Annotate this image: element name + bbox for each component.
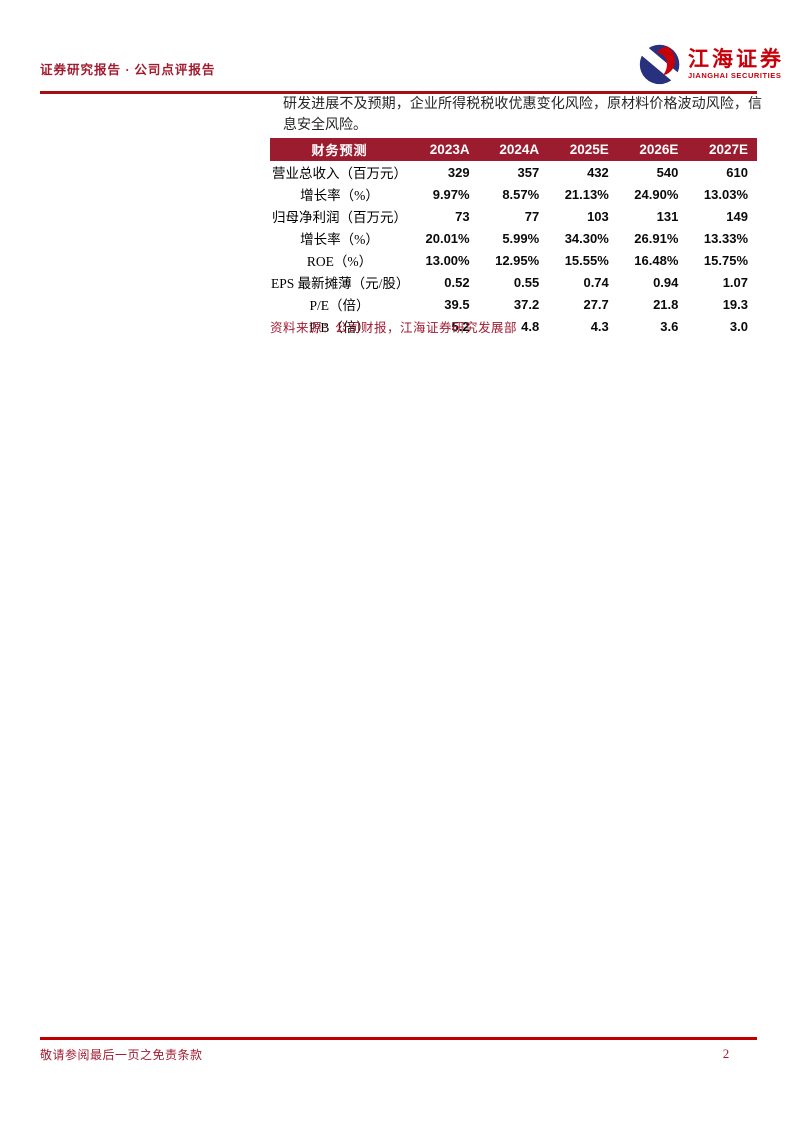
row-label: P/E（倍） <box>309 298 370 313</box>
header-divider-rule <box>40 91 757 94</box>
table-row-revenue-growth: 增长率（%） 9.97% 8.57% 21.13% 24.90% 13.03% <box>270 183 757 205</box>
cell-value: 3.6 <box>660 318 679 334</box>
col-header-2025e: 2025E <box>548 138 618 161</box>
cell-value: 5.99% <box>502 230 540 246</box>
cell-value: 0.55 <box>513 274 540 290</box>
col-header-2026e: 2026E <box>617 138 688 161</box>
row-label: 归母净利润（百万元） <box>272 210 407 225</box>
jianghai-logo-icon <box>630 38 691 92</box>
row-label: P/B（倍） <box>309 320 370 335</box>
cell-value: 5.2 <box>451 318 470 334</box>
cell-value: 0.74 <box>583 274 609 290</box>
logo-name-cn: 江海证券 <box>688 47 784 71</box>
cell-value: 0.94 <box>653 274 679 290</box>
cell-value: 3.0 <box>729 318 748 334</box>
cell-value: 16.48% <box>634 252 679 268</box>
col-header-2023a: 2023A <box>409 138 479 161</box>
cell-value: 27.7 <box>583 296 609 312</box>
cell-value: 15.75% <box>703 252 748 268</box>
jianghai-logo: 江海证券 JIANGHAI SECURITIES <box>630 38 784 92</box>
table-row-roe: ROE（%） 13.00% 12.95% 15.55% 16.48% 15.75… <box>270 249 757 271</box>
cell-value: 20.01% <box>425 230 470 246</box>
col-header-2024a: 2024A <box>478 138 549 161</box>
table-row-net-profit: 归母净利润（百万元） 73 77 103 131 149 <box>270 205 757 227</box>
cell-value: 8.57% <box>502 186 540 202</box>
cell-value: 13.00% <box>425 252 470 268</box>
table-row-profit-growth: 增长率（%） 20.01% 5.99% 34.30% 26.91% 13.33% <box>270 227 757 249</box>
col-header-forecast: 财务预测 <box>270 138 409 161</box>
table-row-eps: EPS 最新摊薄（元/股） 0.52 0.55 0.74 0.94 1.07 <box>270 271 757 293</box>
cell-value: 329 <box>447 164 470 180</box>
footer-disclaimer: 敬请参阅最后一页之免责条款 <box>40 1048 203 1062</box>
cell-value: 4.3 <box>590 318 609 334</box>
data-source-note: 资料来源：公司财报，江海证券研究发展部 <box>270 321 518 335</box>
row-label: 增长率（%） <box>300 188 379 203</box>
cell-value: 103 <box>587 208 609 224</box>
cell-value: 13.33% <box>703 230 748 246</box>
table-header-row: 财务预测 2023A 2024A 2025E 2026E 2027E <box>270 138 757 161</box>
cell-value: 610 <box>726 164 748 180</box>
table-row-revenue: 营业总收入（百万元） 329 357 432 540 610 <box>270 161 757 183</box>
cell-value: 4.8 <box>521 318 540 334</box>
cell-value: 77 <box>524 208 540 224</box>
cell-value: 37.2 <box>513 296 540 312</box>
footer-divider-rule <box>40 1037 757 1040</box>
logo-name-en: JIANGHAI SECURITIES <box>688 71 782 80</box>
cell-value: 131 <box>656 208 679 224</box>
cell-value: 540 <box>656 164 679 180</box>
cell-value: 73 <box>455 208 470 224</box>
row-label: 增长率（%） <box>300 232 379 247</box>
cell-value: 34.30% <box>564 230 609 246</box>
cell-value: 0.52 <box>444 274 470 290</box>
cell-value: 15.55% <box>564 252 609 268</box>
table-row-pe: P/E（倍） 39.5 37.2 27.7 21.8 19.3 <box>270 293 757 315</box>
row-label: ROE（%） <box>306 254 373 269</box>
table-row-pb: P/B（倍） 5.2 4.8 4.3 3.6 3.0 <box>270 315 757 337</box>
cell-value: 12.95% <box>495 252 540 268</box>
cell-value: 432 <box>587 164 609 180</box>
col-header-2027e: 2027E <box>687 138 757 161</box>
cell-value: 149 <box>726 208 748 224</box>
cell-value: 39.5 <box>444 296 470 312</box>
cell-value: 24.90% <box>634 186 679 202</box>
cell-value: 21.8 <box>653 296 679 312</box>
cell-value: 21.13% <box>564 186 609 202</box>
financial-forecast-table: 财务预测 2023A 2024A 2025E 2026E 2027E 营业总收入… <box>270 138 757 337</box>
cell-value: 357 <box>517 164 540 180</box>
jianghai-logo-text: 江海证券 JIANGHAI SECURITIES <box>688 47 784 80</box>
cell-value: 13.03% <box>703 186 748 202</box>
risk-paragraph: 研发进展不及预期，企业所得税税收优惠变化风险，原材料价格波动风险，信息安全风险。 <box>283 97 762 133</box>
cell-value: 1.07 <box>722 274 748 290</box>
cell-value: 26.91% <box>634 230 679 246</box>
report-type-label: 证券研究报告 · 公司点评报告 <box>40 63 216 77</box>
cell-value: 9.97% <box>432 186 470 202</box>
row-label: EPS 最新摊薄（元/股） <box>271 276 410 291</box>
page-number: 2 <box>722 1046 730 1061</box>
row-label: 营业总收入（百万元） <box>272 166 407 181</box>
cell-value: 19.3 <box>722 296 748 312</box>
